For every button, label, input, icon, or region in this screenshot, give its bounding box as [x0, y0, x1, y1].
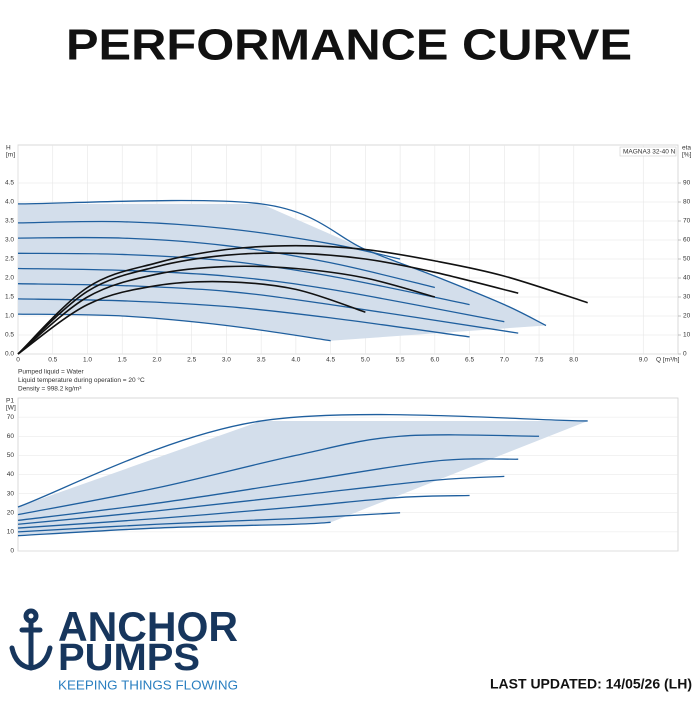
x-tick-label: 7.0 — [500, 357, 509, 364]
last-updated: LAST UPDATED: 14/05/26 (LH) — [490, 676, 692, 692]
y-tick-label: 20 — [7, 509, 15, 516]
series-line — [17, 521, 331, 537]
y2-tick-label: 0 — [683, 351, 687, 358]
y2-axis-title: [%] — [682, 152, 692, 159]
y-tick-label: 70 — [7, 414, 15, 421]
model-label: MAGNA3 32-40 N — [623, 149, 676, 156]
y-axis-title: P1 — [6, 398, 14, 405]
y-tick-label: 1.0 — [5, 313, 14, 320]
y2-tick-label: 10 — [683, 332, 691, 339]
y2-tick-label: 50 — [683, 256, 691, 263]
note: Liquid temperature during operation = 20… — [18, 376, 145, 384]
series-line — [17, 252, 470, 306]
y-axis-title: [m] — [6, 152, 15, 159]
operating-envelope — [18, 420, 588, 536]
y-tick-label: 1.5 — [5, 294, 14, 301]
x-tick-label: 3.0 — [222, 357, 231, 364]
series-line — [17, 244, 588, 355]
y-tick-label: 3.5 — [5, 218, 14, 225]
y-tick-label: 2.0 — [5, 275, 14, 282]
series-line — [17, 252, 519, 355]
series-line — [17, 265, 436, 355]
y-tick-label: 30 — [7, 490, 15, 497]
page-title: PERFORMANCE CURVE — [66, 21, 632, 70]
logo-line1: ANCHOR — [58, 603, 238, 650]
y-tick-label: 50 — [7, 452, 15, 459]
series-line — [17, 236, 435, 289]
x-axis-title: Q [m³/h] — [656, 357, 680, 364]
y2-tick-label: 30 — [683, 294, 691, 301]
x-tick-label: 7.5 — [535, 357, 544, 364]
series-line — [17, 413, 588, 508]
y2-tick-label: 40 — [683, 275, 691, 282]
y-tick-label: 4.5 — [5, 180, 14, 187]
y-tick-label: 40 — [7, 471, 15, 478]
y-tick-label: 4.0 — [5, 199, 14, 206]
x-tick-label: 4.0 — [291, 357, 300, 364]
model-box — [619, 146, 677, 157]
series-line — [17, 267, 505, 323]
x-tick-label: 0 — [16, 357, 20, 364]
x-tick-label: 6.5 — [465, 357, 474, 364]
x-tick-label: 1.5 — [118, 357, 127, 364]
operating-envelope — [18, 203, 546, 341]
x-tick-label: 8.0 — [569, 357, 578, 364]
x-tick-label: 6.0 — [430, 357, 439, 364]
y-tick-label: 60 — [7, 433, 15, 440]
x-tick-label: 3.5 — [257, 357, 266, 364]
x-tick-label: 1.0 — [83, 357, 92, 364]
series-line — [17, 220, 401, 260]
y-axis-title: H — [6, 145, 11, 152]
y-tick-label: 0.5 — [5, 332, 14, 339]
y-tick-label: 2.5 — [5, 256, 14, 263]
logo-line2: PUMPS — [58, 637, 200, 679]
y-tick-label: 3.0 — [5, 237, 14, 244]
y2-tick-label: 80 — [683, 199, 691, 206]
series-line — [17, 458, 519, 522]
y-tick-label: 10 — [7, 529, 15, 536]
chart: 0 10 20 30 40 50 60 70 P1[W] — [6, 397, 679, 555]
x-tick-label: 4.5 — [326, 357, 335, 364]
y-axis-title: [W] — [6, 405, 16, 412]
y2-tick-label: 20 — [683, 313, 691, 320]
series-line — [17, 475, 505, 525]
y2-tick-label: 60 — [683, 237, 691, 244]
x-tick-label: 0.5 — [48, 357, 57, 364]
series-line — [17, 434, 540, 516]
y-tick-label: 0 — [10, 548, 14, 555]
y-tick-label: 0.0 — [5, 351, 14, 358]
x-tick-label: 2.5 — [187, 357, 196, 364]
y2-tick-label: 70 — [683, 218, 691, 225]
chart: 0.0 0.5 1.0 1.5 2.0 2.5 3.0 3.5 4.0 4.5 0 10 20 30 40 5… — [5, 144, 692, 393]
series-line — [17, 280, 366, 355]
note: Pumped liquid = Water — [18, 369, 85, 376]
x-tick-label: 5.0 — [361, 357, 370, 364]
x-tick-label: 9.0 — [639, 357, 648, 364]
series-line — [17, 494, 470, 529]
series-line — [17, 298, 470, 338]
logo-tagline: KEEPING THINGS FLOWING — [58, 677, 238, 692]
note: Density = 998.2 kg/m³ — [18, 386, 82, 393]
y2-axis-title: eta — [682, 145, 691, 152]
series-line — [17, 512, 401, 533]
x-tick-label: 5.5 — [396, 357, 405, 364]
x-tick-label: 2.0 — [152, 357, 161, 364]
y2-tick-label: 90 — [683, 180, 691, 187]
anchor-arms — [9, 645, 53, 671]
logo-icon — [9, 608, 53, 671]
